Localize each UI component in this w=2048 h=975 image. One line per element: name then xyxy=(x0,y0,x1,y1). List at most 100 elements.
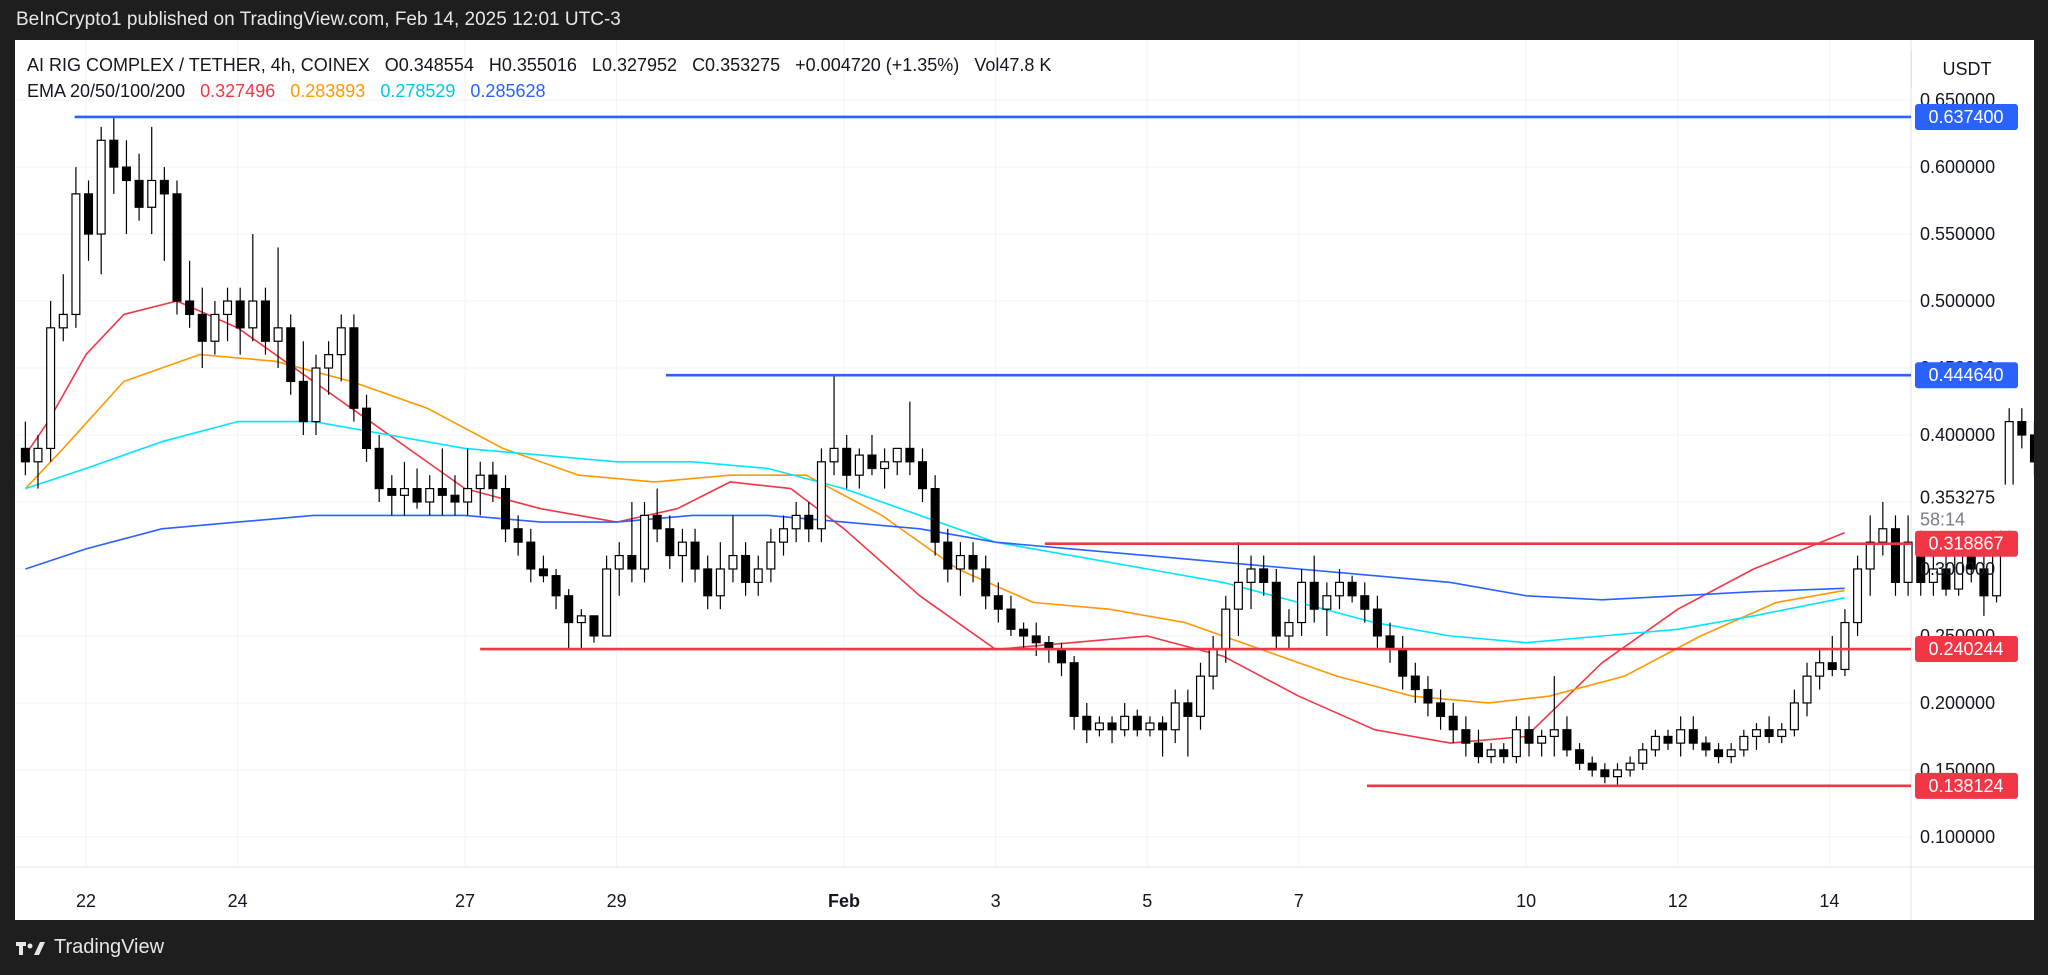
candle xyxy=(185,300,195,316)
candle xyxy=(627,554,637,570)
candle xyxy=(1663,735,1673,744)
candle xyxy=(1890,528,1900,583)
ohlc-row: AI RIG COMPLEX / TETHER, 4h, COINEX O0.3… xyxy=(27,52,1051,78)
candle xyxy=(1271,581,1281,637)
candle xyxy=(1284,621,1294,637)
candle xyxy=(336,327,346,356)
candle xyxy=(1132,715,1142,731)
candle xyxy=(1499,749,1509,758)
x-tick-label: 24 xyxy=(228,891,248,911)
candle xyxy=(804,514,814,530)
candle xyxy=(71,193,81,316)
candle xyxy=(1575,749,1585,764)
y-tick-label: 0.300000 xyxy=(1920,559,1995,579)
ema20-value: 0.327496 xyxy=(200,81,276,101)
low-value: L0.327952 xyxy=(591,55,678,75)
last-price-tag xyxy=(1914,484,2019,531)
candle xyxy=(1183,702,1193,717)
ema-row: EMA 20/50/100/200 0.327496 0.283893 0.27… xyxy=(27,78,1051,104)
candle xyxy=(1650,735,1660,751)
open-value: O0.348554 xyxy=(384,55,474,75)
candle xyxy=(968,554,978,570)
chart-legend: AI RIG COMPLEX / TETHER, 4h, COINEX O0.3… xyxy=(27,52,1051,104)
candle xyxy=(450,494,460,503)
candle xyxy=(260,300,270,342)
candle xyxy=(602,568,612,637)
candle xyxy=(1511,729,1521,758)
candle xyxy=(324,354,334,369)
candle xyxy=(1473,742,1484,758)
x-tick-label: 5 xyxy=(1142,891,1152,911)
candle xyxy=(703,568,713,597)
y-tick-label: 0.100000 xyxy=(1920,827,1995,847)
candle xyxy=(778,528,789,543)
support-2-tag xyxy=(1915,636,2018,663)
candle xyxy=(576,615,586,624)
x-tick-label: 10 xyxy=(1516,891,1536,911)
x-tick-label: 22 xyxy=(76,891,96,911)
candle xyxy=(1195,675,1206,717)
tradingview-logo-icon xyxy=(16,941,45,955)
candle xyxy=(1764,729,1774,738)
ema100-value: 0.278529 xyxy=(380,81,456,101)
candle xyxy=(1436,702,1446,717)
close-value: C0.353275 xyxy=(692,55,781,75)
resistance-1-tag-label: 0.637400 xyxy=(1928,107,2003,127)
candle xyxy=(475,474,485,490)
candle xyxy=(463,487,473,503)
candle xyxy=(1751,729,1761,738)
candle xyxy=(1688,729,1698,744)
support-3-tag-label: 0.138124 xyxy=(1928,776,2003,796)
candle xyxy=(513,528,523,543)
candle xyxy=(1094,722,1104,731)
candle xyxy=(1928,568,1938,583)
candle xyxy=(1246,568,1256,583)
candle xyxy=(816,461,826,530)
candle xyxy=(1347,581,1357,597)
candle xyxy=(538,568,548,577)
candle xyxy=(223,300,233,316)
ema-label[interactable]: EMA 20/50/100/200 xyxy=(27,81,186,101)
candle xyxy=(551,575,561,597)
candle xyxy=(930,487,940,543)
candle xyxy=(1562,729,1572,751)
candle xyxy=(1789,702,1799,731)
candle xyxy=(488,474,498,490)
candle xyxy=(955,554,965,570)
candle xyxy=(1448,715,1458,731)
candle xyxy=(677,541,687,557)
candle xyxy=(1145,722,1155,731)
candle xyxy=(981,568,991,597)
candle xyxy=(1056,648,1067,664)
candle xyxy=(665,528,675,557)
y-tick-label: 0.550000 xyxy=(1920,224,1995,244)
x-tick-label: 27 xyxy=(455,891,475,911)
candle xyxy=(690,541,700,570)
symbol-title[interactable]: AI RIG COMPLEX / TETHER, 4h, COINEX xyxy=(27,55,370,75)
candle xyxy=(1385,635,1395,650)
candle xyxy=(1676,729,1686,744)
candle xyxy=(387,487,397,496)
candle xyxy=(829,447,839,463)
tradingview-logo[interactable]: TradingView xyxy=(16,936,164,959)
ema50-value: 0.283893 xyxy=(290,81,366,101)
candle xyxy=(248,300,258,329)
candle xyxy=(1233,581,1243,610)
support-1-tag-label: 0.318867 xyxy=(1928,534,2003,554)
candle xyxy=(1537,735,1547,744)
candle xyxy=(1297,581,1307,624)
candle xyxy=(1486,749,1496,758)
candle xyxy=(1815,662,1825,677)
tradingview-brand: TradingView xyxy=(54,936,165,958)
chart-panel[interactable]: 0.6500000.6000000.5500000.5000000.450000… xyxy=(15,40,2034,920)
price-chart[interactable]: 0.6500000.6000000.5500000.5000000.450000… xyxy=(15,40,2034,920)
publisher-banner: BeInCrypto1 published on TradingView.com… xyxy=(16,9,621,30)
x-tick-label: 14 xyxy=(1819,891,1839,911)
candle xyxy=(1158,722,1168,731)
candle xyxy=(437,487,447,496)
candle xyxy=(1600,769,1610,778)
ema200-line xyxy=(25,514,1845,601)
candle xyxy=(1082,715,1092,731)
candle xyxy=(1006,608,1016,630)
currency-selector[interactable]: USDT xyxy=(1911,50,2022,88)
